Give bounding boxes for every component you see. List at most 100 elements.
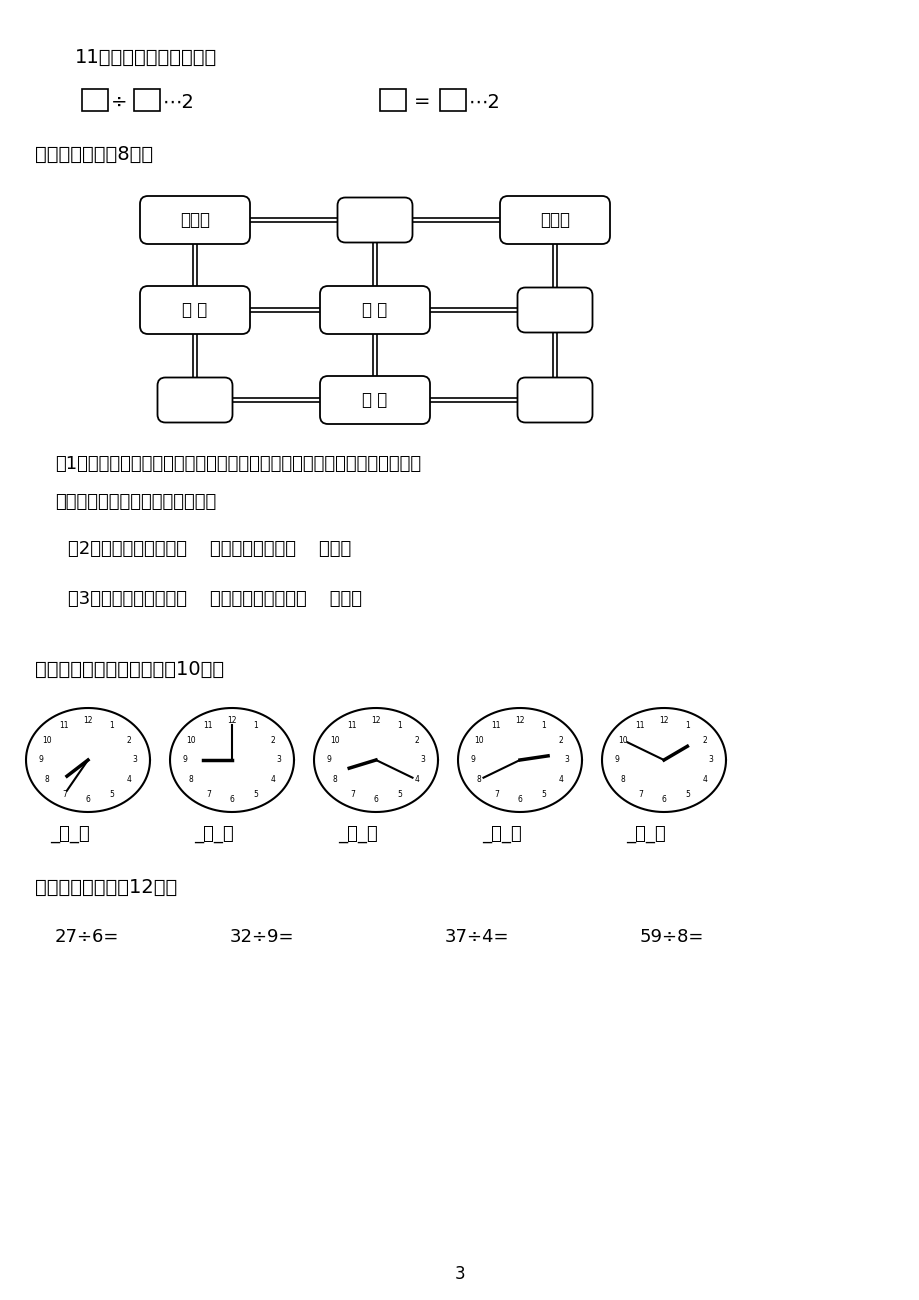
Text: 2: 2 (414, 736, 419, 745)
Text: 10: 10 (474, 736, 483, 745)
FancyBboxPatch shape (499, 196, 609, 244)
FancyBboxPatch shape (516, 377, 592, 423)
Text: 11: 11 (491, 722, 501, 731)
Text: 7: 7 (62, 789, 67, 798)
Text: _时_分: _时_分 (50, 826, 90, 842)
FancyBboxPatch shape (320, 286, 429, 334)
Text: 7: 7 (349, 789, 355, 798)
Text: 6: 6 (373, 796, 378, 803)
Text: （2）医院在动物园的（    ）面，在商店的（    ）面。: （2）医院在动物园的（ ）面，在商店的（ ）面。 (68, 540, 351, 558)
Text: 1: 1 (540, 722, 545, 731)
Text: 5: 5 (109, 789, 114, 798)
Text: 7: 7 (494, 789, 498, 798)
FancyBboxPatch shape (157, 377, 233, 423)
Text: 10: 10 (330, 736, 340, 745)
Text: _时_分: _时_分 (482, 826, 521, 842)
Text: 5: 5 (397, 789, 402, 798)
Text: 7: 7 (637, 789, 642, 798)
Text: 1: 1 (397, 722, 402, 731)
Text: 6: 6 (85, 796, 90, 803)
Text: 37÷4=: 37÷4= (445, 928, 509, 946)
Text: _时_分: _时_分 (625, 826, 665, 842)
Text: 。请你将上面的平面图补充完整。: 。请你将上面的平面图补充完整。 (55, 493, 216, 511)
Text: 8: 8 (188, 775, 193, 784)
Bar (439, 88, 466, 110)
Text: 商 店: 商 店 (362, 391, 387, 410)
Text: 2: 2 (702, 736, 707, 745)
Text: 5: 5 (253, 789, 257, 798)
Text: _时_分: _时_分 (337, 826, 378, 842)
Text: 4: 4 (414, 775, 419, 784)
Text: 4: 4 (126, 775, 131, 784)
Text: ÷: ÷ (111, 92, 128, 112)
Text: 2: 2 (558, 736, 562, 745)
Text: 2: 2 (270, 736, 275, 745)
Text: 8: 8 (45, 775, 50, 784)
Text: 7: 7 (206, 789, 210, 798)
Text: （3）动物园在学校的（    ）面，在少年宫的（    ）面。: （3）动物园在学校的（ ）面，在少年宫的（ ）面。 (68, 590, 361, 608)
Text: 11: 11 (60, 722, 69, 731)
FancyBboxPatch shape (516, 287, 592, 333)
Text: 6: 6 (661, 796, 665, 803)
Text: 12: 12 (515, 716, 524, 725)
Text: 11: 11 (347, 722, 357, 731)
Text: 5: 5 (540, 789, 545, 798)
FancyBboxPatch shape (140, 196, 250, 244)
Text: 1: 1 (685, 722, 689, 731)
FancyBboxPatch shape (140, 286, 250, 334)
Text: 8: 8 (620, 775, 625, 784)
Text: 4: 4 (270, 775, 275, 784)
Text: 五、列竖式计算（12分）: 五、列竖式计算（12分） (35, 878, 177, 897)
Text: 医 院: 医 院 (182, 302, 208, 318)
Text: 3: 3 (277, 755, 281, 764)
Text: 4: 4 (558, 775, 562, 784)
Bar (134, 88, 160, 110)
Text: 11、请填出不同的算式。: 11、请填出不同的算式。 (75, 48, 217, 68)
Text: 12: 12 (227, 716, 236, 725)
Text: 3: 3 (564, 755, 569, 764)
Text: 12: 12 (83, 716, 93, 725)
Text: =: = (414, 92, 430, 112)
Text: 9: 9 (39, 755, 43, 764)
Text: 图书馆: 图书馆 (180, 211, 210, 229)
Text: 3: 3 (420, 755, 425, 764)
Text: _时_分: _时_分 (194, 826, 233, 842)
Text: 3: 3 (132, 755, 138, 764)
Text: 9: 9 (182, 755, 187, 764)
Text: 9: 9 (470, 755, 475, 764)
Text: 10: 10 (187, 736, 196, 745)
Text: ⋯2: ⋯2 (163, 92, 195, 112)
Text: 1: 1 (109, 722, 114, 731)
Text: 59÷8=: 59÷8= (640, 928, 704, 946)
Text: 12: 12 (659, 716, 668, 725)
Text: 三、认方向。（8分）: 三、认方向。（8分） (35, 146, 153, 164)
FancyBboxPatch shape (337, 198, 412, 243)
Text: 3: 3 (708, 755, 713, 764)
Text: 动物园: 动物园 (539, 211, 570, 229)
Text: 四、写出钟面上的时刻。！10分）: 四、写出钟面上的时刻。！10分） (35, 660, 224, 679)
Text: 2: 2 (126, 736, 131, 745)
Text: 27÷6=: 27÷6= (55, 928, 119, 946)
Text: ⋯2: ⋯2 (469, 92, 500, 112)
Text: 32÷9=: 32÷9= (230, 928, 294, 946)
Text: 6: 6 (517, 796, 522, 803)
Text: 4: 4 (701, 775, 707, 784)
Text: 5: 5 (685, 789, 689, 798)
Text: 3: 3 (454, 1265, 465, 1283)
Text: 学 校: 学 校 (362, 302, 387, 318)
Text: 6: 6 (230, 796, 234, 803)
Bar (380, 88, 405, 110)
Text: 10: 10 (618, 736, 628, 745)
Text: 10: 10 (42, 736, 52, 745)
FancyBboxPatch shape (320, 376, 429, 424)
Text: 11: 11 (203, 722, 213, 731)
Text: 11: 11 (635, 722, 644, 731)
Text: 1: 1 (253, 722, 257, 731)
Bar (82, 88, 108, 110)
Text: 8: 8 (476, 775, 481, 784)
Text: 9: 9 (326, 755, 331, 764)
Text: （1）学校的北面是体育馆，东面是邮局，西南面是少年宫，东南面是电影院: （1）学校的北面是体育馆，东面是邮局，西南面是少年宫，东南面是电影院 (55, 455, 421, 473)
Text: 9: 9 (614, 755, 618, 764)
Text: 12: 12 (371, 716, 380, 725)
Text: 8: 8 (333, 775, 337, 784)
